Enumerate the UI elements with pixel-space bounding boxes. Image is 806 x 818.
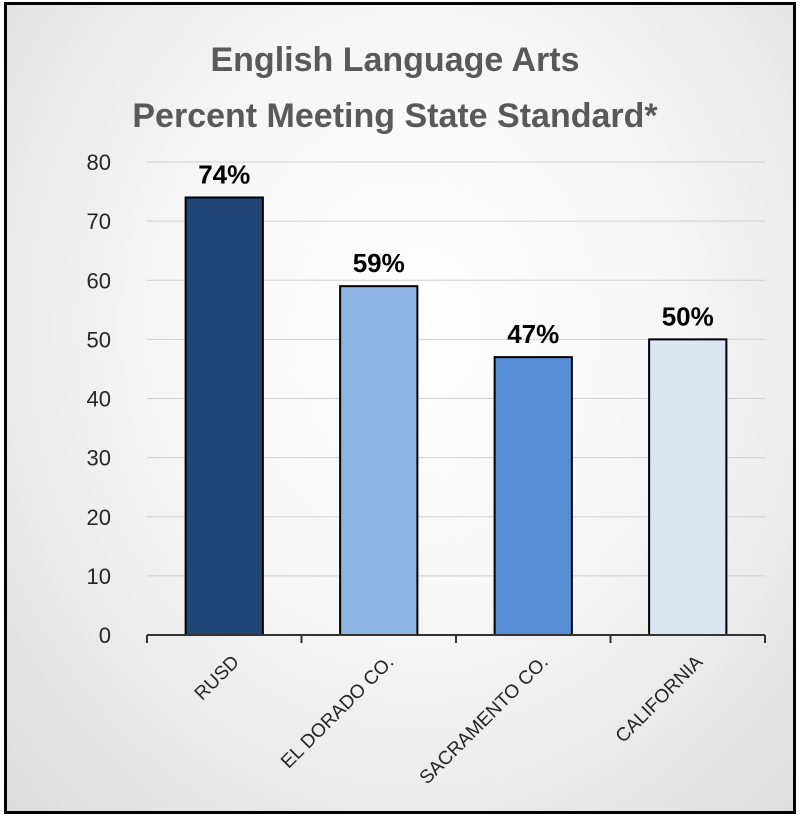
x-axis: [146, 634, 766, 643]
y-tick-label: 10: [87, 564, 111, 589]
data-label: 47%: [507, 319, 559, 349]
category-label: RUSD: [191, 652, 244, 705]
category-label: CALIFORNIA: [612, 651, 708, 747]
y-tick-label: 30: [87, 446, 111, 471]
data-label: 50%: [662, 301, 714, 331]
data-label: 74%: [198, 159, 250, 189]
y-tick-label: 80: [87, 150, 111, 175]
y-axis-ticks: 0 10 20 30 40 50 60 70 80: [87, 150, 111, 648]
chart-title-line-1: English Language Arts: [210, 41, 579, 79]
y-tick-label: 70: [87, 209, 111, 234]
bar-el-dorado-co: [339, 285, 419, 636]
chart-title-line-2: Percent Meeting State Standard*: [132, 97, 658, 135]
bars: [184, 196, 728, 636]
y-tick-label: 50: [87, 327, 111, 352]
category-labels: RUSD EL DORADO CO. SACRAMENTO CO. CALIFORNI…: [191, 651, 708, 788]
y-tick-label: 60: [87, 268, 111, 293]
category-label: EL DORADO CO.: [277, 652, 398, 773]
y-tick-label: 0: [99, 623, 111, 648]
bar-chart: English Language Arts Percent Meeting St…: [87, 41, 766, 789]
bar-california: [648, 338, 728, 636]
chart-frame: English Language Arts Percent Meeting St…: [4, 2, 796, 814]
data-label: 59%: [353, 248, 405, 278]
y-tick-label: 40: [87, 387, 111, 412]
bar-rusd: [184, 196, 264, 636]
bar-sacramento-co: [493, 356, 573, 636]
y-tick-label: 20: [87, 505, 111, 530]
data-labels: 74% 59% 47% 50%: [198, 159, 714, 349]
category-label: SACRAMENTO CO.: [416, 652, 553, 789]
